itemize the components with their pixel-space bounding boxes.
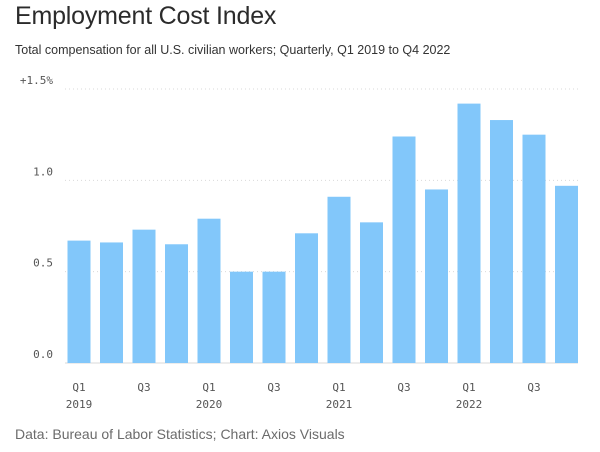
bar bbox=[132, 229, 156, 363]
bar bbox=[457, 103, 481, 363]
bar bbox=[425, 189, 448, 363]
x-tick-quarter: Q3 bbox=[137, 381, 150, 394]
y-tick-label: 0.0 bbox=[33, 348, 53, 361]
y-tick-label: +1.5% bbox=[20, 74, 53, 87]
bar bbox=[392, 136, 416, 363]
x-tick-quarter: Q1 bbox=[332, 381, 345, 394]
x-tick-year: 2019 bbox=[66, 398, 93, 411]
bar bbox=[197, 218, 221, 363]
x-tick-year: 2022 bbox=[456, 398, 483, 411]
x-tick-year: 2021 bbox=[326, 398, 353, 411]
bar bbox=[100, 242, 123, 363]
chart-source: Data: Bureau of Labor Statistics; Chart:… bbox=[15, 426, 345, 442]
bar bbox=[522, 134, 546, 363]
chart-subtitle: Total compensation for all U.S. civilian… bbox=[15, 43, 451, 57]
axis-labels: 0.0 0.5 1.0 +1.5% Q1 2019 Q3 Q1 2020 Q3 Q1 2021 Q3 Q1… bbox=[20, 74, 541, 411]
x-tick-year: 2020 bbox=[196, 398, 223, 411]
bars bbox=[67, 103, 578, 363]
bar bbox=[262, 271, 286, 363]
bar bbox=[490, 120, 513, 363]
bar bbox=[327, 196, 351, 363]
x-tick-quarter: Q1 bbox=[72, 381, 85, 394]
x-tick-quarter: Q3 bbox=[267, 381, 280, 394]
bar-chart: 0.0 0.5 1.0 +1.5% Q1 2019 Q3 Q1 2020 Q3 Q1 2021 Q3 Q1… bbox=[20, 74, 578, 411]
bar bbox=[555, 185, 578, 363]
x-tick-quarter: Q1 bbox=[462, 381, 475, 394]
bar bbox=[295, 233, 318, 363]
bar bbox=[360, 222, 383, 363]
y-tick-label: 1.0 bbox=[33, 165, 53, 178]
bar bbox=[67, 240, 91, 363]
x-tick-quarter: Q3 bbox=[397, 381, 410, 394]
bar bbox=[230, 271, 253, 363]
y-tick-label: 0.5 bbox=[33, 257, 53, 270]
chart-title: Employment Cost Index bbox=[15, 2, 277, 30]
x-tick-quarter: Q1 bbox=[202, 381, 215, 394]
x-tick-quarter: Q3 bbox=[527, 381, 540, 394]
bar bbox=[165, 244, 188, 363]
